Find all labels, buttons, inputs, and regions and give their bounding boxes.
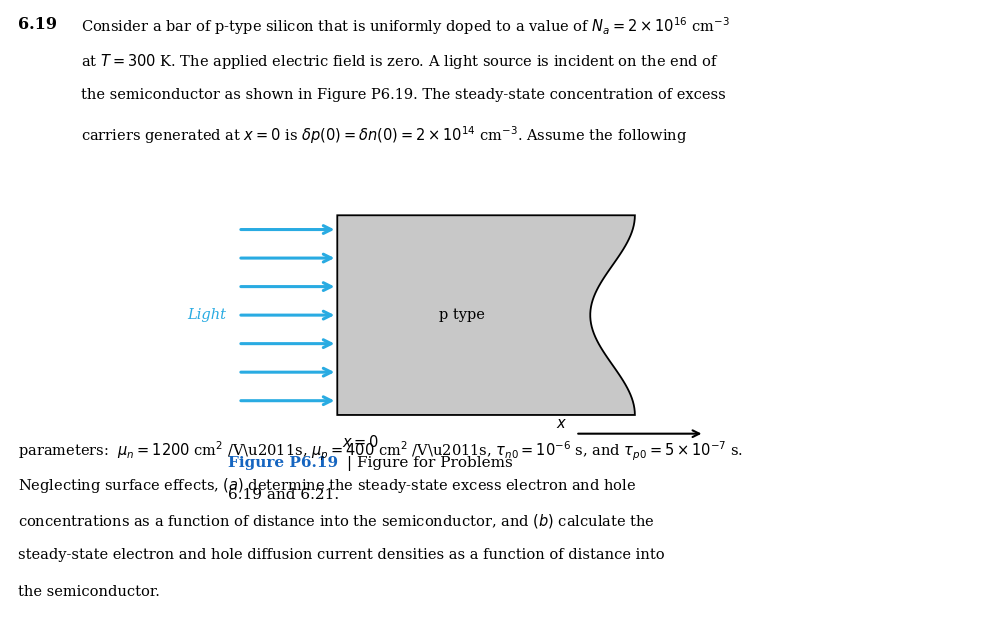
- Text: $x = 0$: $x = 0$: [342, 434, 380, 450]
- Text: parameters:  $\mu_n = 1200$ cm$^2$ /V\u2011s, $\mu_p = 400$ cm$^2$ /V\u2011s, $\: parameters: $\mu_n = 1200$ cm$^2$ /V\u20…: [18, 440, 743, 463]
- Text: concentrations as a function of distance into the semiconductor, and $(b)$ calcu: concentrations as a function of distance…: [18, 512, 655, 530]
- Text: p type: p type: [439, 308, 485, 322]
- Text: Consider a bar of p-type silicon that is uniformly doped to a value of $N_a = 2 : Consider a bar of p-type silicon that is…: [81, 16, 730, 37]
- Text: 6.19 and 6.21.: 6.19 and 6.21.: [228, 488, 339, 502]
- Text: the semiconductor as shown in Figure P6.19. The steady-state concentration of ex: the semiconductor as shown in Figure P6.…: [81, 88, 726, 102]
- Text: carriers generated at $x = 0$ is $\delta p(0) = \delta n(0) = 2 \times 10^{14}$ : carriers generated at $x = 0$ is $\delta…: [81, 124, 687, 146]
- Text: Figure P6.19: Figure P6.19: [228, 456, 338, 469]
- Text: Neglecting surface effects, $(a)$ determine the steady-state excess electron and: Neglecting surface effects, $(a)$ determ…: [18, 476, 636, 495]
- Text: 6.19: 6.19: [18, 16, 57, 32]
- Text: steady-state electron and hole diffusion current densities as a function of dist: steady-state electron and hole diffusion…: [18, 548, 665, 562]
- Text: Light: Light: [187, 308, 226, 322]
- Text: $x$: $x$: [557, 417, 567, 431]
- Text: | Figure for Problems: | Figure for Problems: [342, 456, 513, 470]
- Text: at $T = 300$ K. The applied electric field is zero. A light source is incident o: at $T = 300$ K. The applied electric fie…: [81, 52, 719, 71]
- Polygon shape: [337, 215, 635, 415]
- Text: the semiconductor.: the semiconductor.: [18, 585, 160, 598]
